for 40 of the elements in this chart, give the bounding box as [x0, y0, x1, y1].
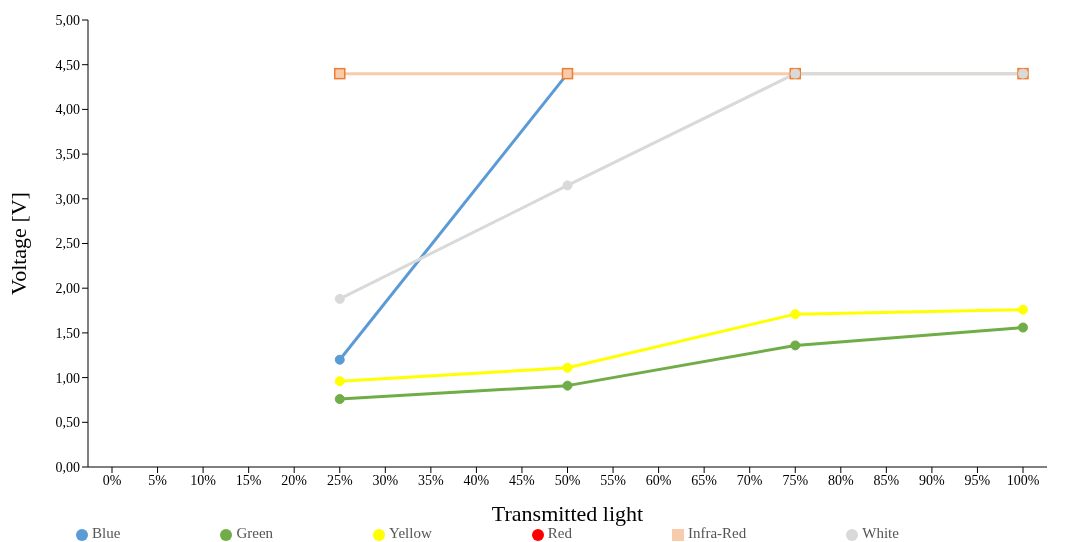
x-tick-label: 70% [736, 472, 763, 488]
x-tick-label: 40% [463, 472, 490, 488]
y-tick-label: 0,50 [55, 415, 80, 431]
x-tick-label: 75% [782, 472, 809, 488]
y-tick-label: 1,50 [55, 325, 80, 341]
x-tick-label: 45% [509, 472, 536, 488]
y-axis-title: Voltage [V] [5, 192, 31, 295]
legend-label: Blue [92, 525, 121, 541]
x-tick-label: 80% [827, 472, 854, 488]
x-tick-label: 5% [148, 472, 168, 488]
x-tick-label: 50% [554, 472, 581, 488]
y-tick-label: 5,00 [55, 12, 80, 28]
x-tick-label: 55% [600, 472, 627, 488]
legend-label: Infra-Red [687, 525, 747, 541]
x-tick-label: 10% [190, 472, 217, 488]
x-tick-label: 30% [372, 472, 399, 488]
y-tick-label: 2,00 [55, 281, 80, 297]
x-tick-label: 35% [418, 472, 445, 488]
x-tick-label: 90% [919, 472, 946, 488]
x-tick-label: 20% [281, 472, 308, 488]
x-tick-label: 15% [235, 472, 262, 488]
y-tick-label: 3,00 [55, 191, 80, 207]
legend-label: White [862, 525, 899, 541]
x-tick-label: 60% [645, 472, 672, 488]
legend-label: Red [547, 525, 572, 541]
y-tick-label: 1,00 [55, 370, 80, 386]
x-tick-label: 25% [326, 472, 353, 488]
x-axis-title: Transmitted light [491, 501, 644, 526]
x-tick-label: 100% [1006, 472, 1040, 488]
x-tick-label: 0% [102, 472, 122, 488]
y-tick-label: 0,00 [55, 459, 80, 475]
y-tick-label: 3,50 [55, 147, 80, 163]
x-tick-label: 65% [691, 472, 718, 488]
x-tick-label: 95% [964, 472, 991, 488]
y-tick-label: 4,00 [55, 102, 80, 118]
y-tick-label: 2,50 [55, 236, 80, 252]
legend-label: Green [236, 525, 274, 541]
x-tick-label: 85% [873, 472, 900, 488]
y-tick-label: 4,50 [55, 57, 80, 73]
legend-label: Yellow [389, 525, 432, 541]
